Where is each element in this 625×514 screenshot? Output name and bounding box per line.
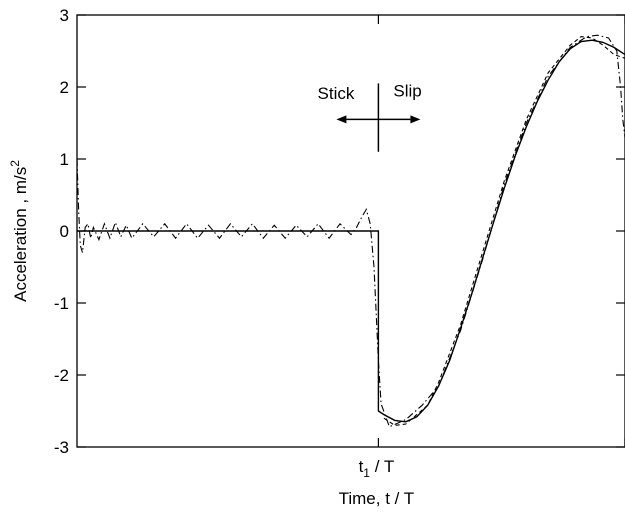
y-axis-label-text: Acceleration , m/s xyxy=(11,167,30,302)
stick-label: Stick xyxy=(318,84,355,103)
y-tick-label: 1 xyxy=(60,150,69,169)
series-line-dashed xyxy=(383,36,625,426)
stick-arrow-head xyxy=(336,115,347,124)
slip-label: Slip xyxy=(393,81,421,100)
y-tick-label: 0 xyxy=(60,222,69,241)
ticks-layer: -3 -2 -1 0 1 2 3 xyxy=(54,6,625,457)
y-tick-label: -1 xyxy=(54,294,69,313)
y-axis-label: Acceleration , m/s2 xyxy=(8,160,30,302)
y-tick-label: -2 xyxy=(54,366,69,385)
x-tick-label-subscript: 1 xyxy=(363,466,370,480)
stick-slip-annotation: Stick Slip xyxy=(318,81,422,152)
y-axis-label-superscript: 2 xyxy=(8,160,22,167)
x-tick-label-main: t xyxy=(359,457,364,476)
slip-arrow-head xyxy=(410,115,421,124)
series-line-dash-dot xyxy=(76,34,625,428)
series-layer xyxy=(76,34,625,428)
y-tick-label: -3 xyxy=(54,438,69,457)
x-axis-label: Time, t / T xyxy=(339,489,415,508)
y-tick-label: 2 xyxy=(60,78,69,97)
x-tick-label-suffix: / T xyxy=(370,457,394,476)
x-tick-label-t1: t1 / T xyxy=(359,457,395,480)
y-tick-label: 3 xyxy=(60,6,69,25)
